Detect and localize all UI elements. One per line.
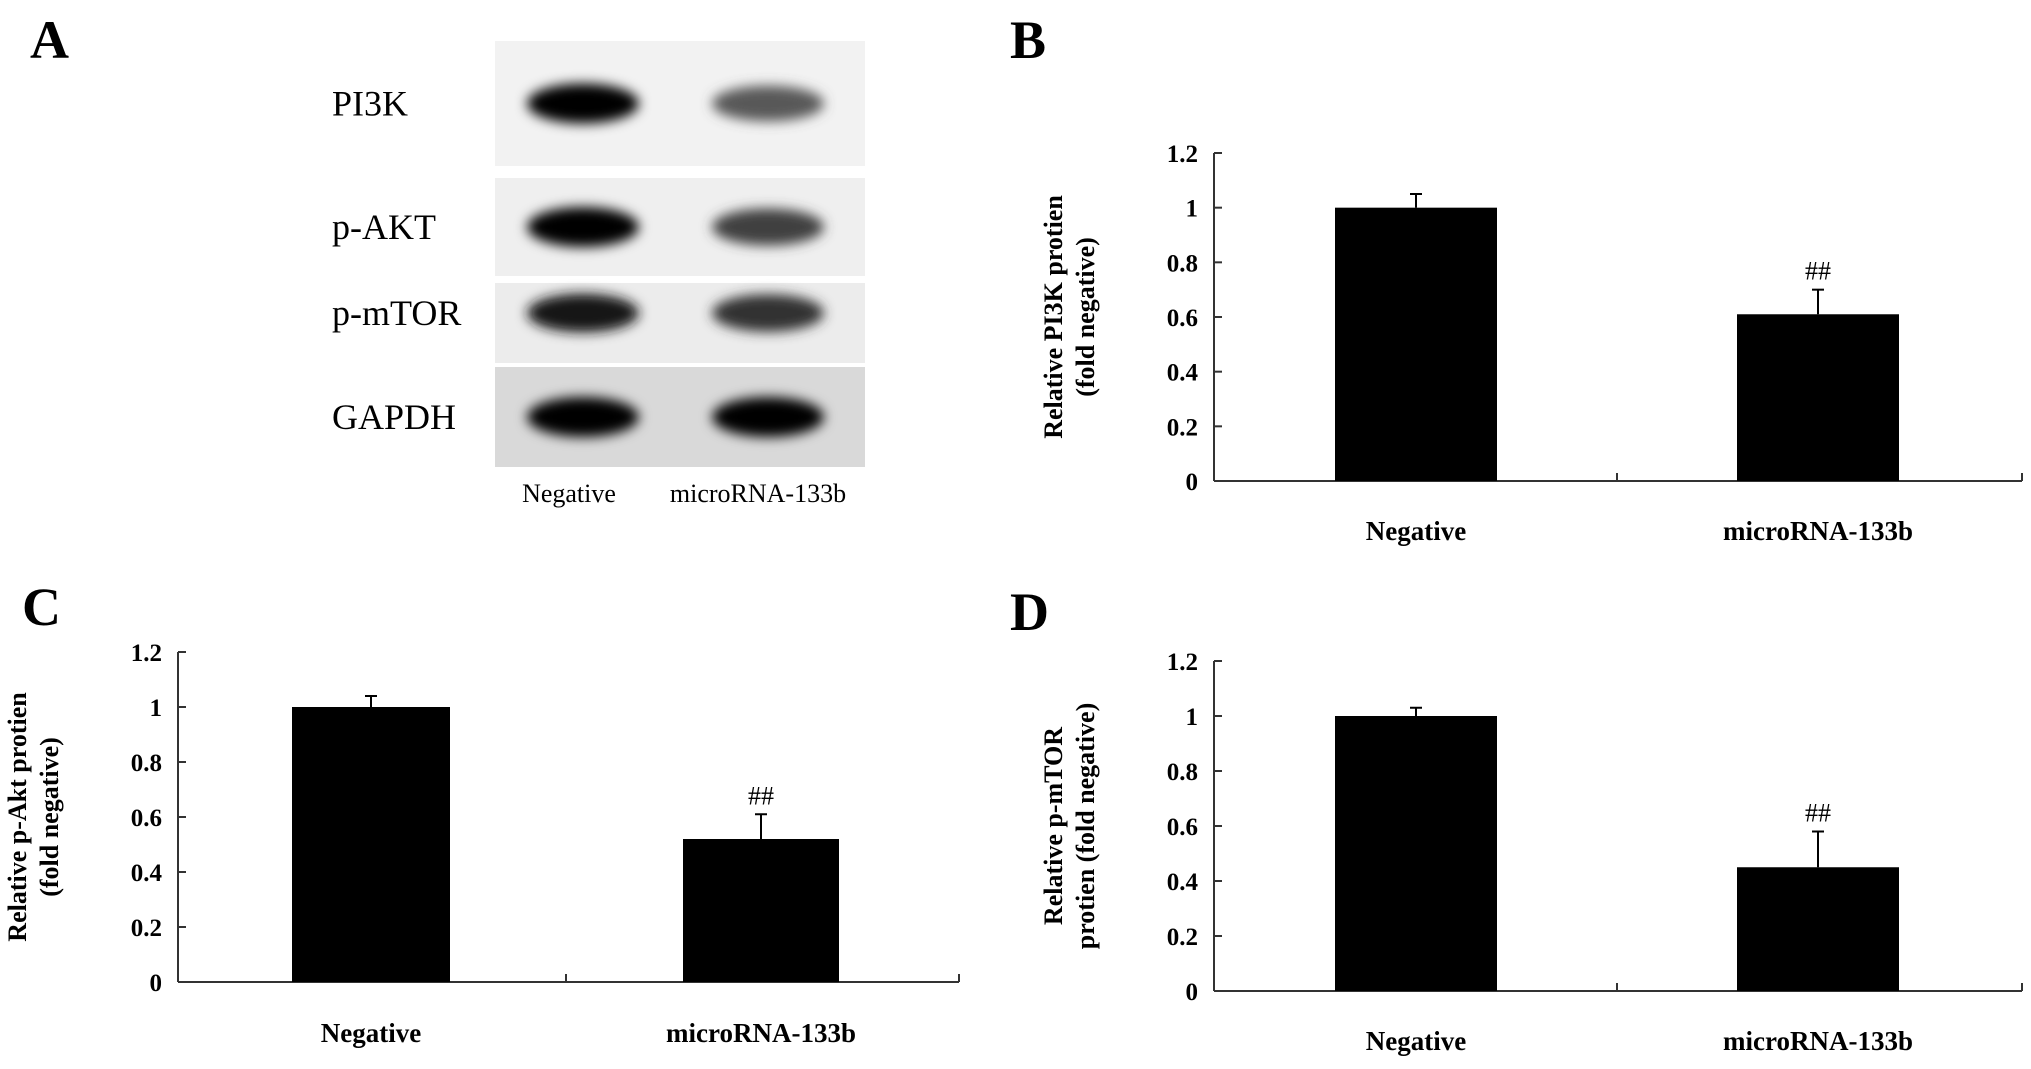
panel-a-western-blot: A PI3K p-AKT p-mTOR GAPDH Negative microRNA-1… xyxy=(30,10,865,508)
y-tick-label: 0 xyxy=(1186,979,1199,1006)
blot-band xyxy=(712,294,824,332)
y-tick-label: 0.6 xyxy=(1167,305,1198,332)
x-category-label: Negative xyxy=(321,1018,421,1048)
y-tick-label: 0.4 xyxy=(1167,360,1199,387)
chart-panel-d: D 0 0.2 0.4 0.6 0.8 1 1.2 Relative p-mTOR protien… xyxy=(1010,582,2023,1056)
y-tick-label: 0 xyxy=(150,970,163,997)
x-category-label: Negative xyxy=(1366,1026,1466,1056)
bar-microrna-133b xyxy=(1737,314,1899,481)
blot-row-label: GAPDH xyxy=(332,397,456,437)
x-category-label: microRNA-133b xyxy=(1723,516,1913,546)
bar-microrna-133b xyxy=(1737,867,1899,991)
bar-negative xyxy=(1335,207,1497,481)
blot-band xyxy=(712,85,824,122)
y-axis-label-line2: (fold negative) xyxy=(1071,237,1100,397)
chart-panel-b: B 0 0.2 0.4 0.6 0.8 1 1.2 Relative PI3K protien(… xyxy=(1010,10,2023,546)
y-tick-label: 1.2 xyxy=(131,640,162,667)
panel-letter-a: A xyxy=(30,10,69,70)
y-tick-label: 0 xyxy=(1186,469,1199,496)
x-category-label: Negative xyxy=(1366,516,1466,546)
bar-microrna-133b xyxy=(683,839,839,982)
y-tick-label: 1.2 xyxy=(1167,649,1198,676)
y-axis-label-line1: Relative PI3K protien xyxy=(1039,195,1068,439)
significance-marker: ## xyxy=(748,781,774,810)
blot-band xyxy=(712,397,824,437)
significance-marker: ## xyxy=(1805,799,1831,828)
y-tick-label: 0.6 xyxy=(1167,814,1198,841)
y-tick-label: 0.8 xyxy=(1167,250,1198,277)
blot-band xyxy=(527,397,639,437)
panel-letter-c: C xyxy=(22,577,61,637)
y-tick-label: 1 xyxy=(1186,196,1199,223)
y-tick-label: 0.6 xyxy=(131,805,162,832)
y-tick-label: 0.4 xyxy=(1167,869,1199,896)
blot-lane-label: microRNA-133b xyxy=(670,479,846,508)
y-tick-label: 0.2 xyxy=(1167,414,1198,441)
bar-negative xyxy=(292,707,450,982)
blot-row-label: p-AKT xyxy=(332,207,436,247)
bar-negative xyxy=(1335,716,1497,991)
y-tick-label: 0.2 xyxy=(1167,924,1198,951)
chart-panel-c: C 0 0.2 0.4 0.6 0.8 1 1.2 Relative p-Akt protien… xyxy=(3,577,960,1048)
y-tick-label: 0.4 xyxy=(131,860,163,887)
y-axis-label-line2: protien (fold negative) xyxy=(1071,703,1100,950)
y-axis-label-line1: Relative p-mTOR xyxy=(1039,727,1068,925)
y-tick-label: 0.8 xyxy=(131,750,162,777)
blot-row-label: PI3K xyxy=(332,84,408,124)
y-tick-label: 0.2 xyxy=(131,915,162,942)
y-tick-label: 0.8 xyxy=(1167,759,1198,786)
y-axis-label-line1: Relative p-Akt protien xyxy=(3,692,32,942)
x-category-label: microRNA-133b xyxy=(666,1018,856,1048)
y-axis-label: Relative p-mTOR protien (fold negative) xyxy=(1039,703,1100,950)
y-tick-label: 1 xyxy=(150,695,163,722)
panel-letter-d: D xyxy=(1010,582,1049,642)
significance-marker: ## xyxy=(1805,257,1831,286)
blot-band xyxy=(527,207,639,247)
blot-row-label: p-mTOR xyxy=(332,293,461,333)
y-axis-label-line2: (fold negative) xyxy=(35,737,64,897)
panel-letter-b: B xyxy=(1010,10,1046,70)
blot-band xyxy=(527,83,639,124)
y-tick-label: 1.2 xyxy=(1167,141,1198,168)
blot-band xyxy=(712,208,824,246)
blot-band xyxy=(527,293,639,333)
y-tick-label: 1 xyxy=(1186,704,1199,731)
y-axis-label: Relative PI3K protien (fold negative) xyxy=(1039,195,1100,439)
y-axis-label: Relative p-Akt protien (fold negative) xyxy=(3,692,64,942)
x-category-label: microRNA-133b xyxy=(1723,1026,1913,1056)
blot-lane-label: Negative xyxy=(522,479,616,508)
